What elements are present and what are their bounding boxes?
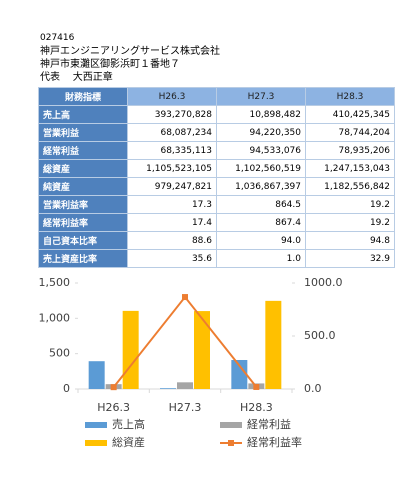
table-cell: 19.2 [305, 195, 395, 214]
legend-label: 経常利益率 [247, 435, 302, 449]
y2-tick-label: 1000.0 [304, 276, 343, 289]
bar [88, 361, 105, 389]
table-cell: 17.4 [127, 213, 217, 232]
column-header: 財務指標 [38, 87, 128, 106]
table-cell: 88.6 [127, 231, 217, 250]
legend-swatch [228, 440, 234, 446]
table-cell: 864.5 [216, 195, 306, 214]
row-label: 営業利益 [38, 123, 128, 142]
code: 027416 [40, 33, 75, 43]
table-cell: 1.0 [216, 249, 306, 268]
table-row: 純資産 979,247,821 1,036,867,397 1,182,556,842 [38, 177, 395, 196]
table-row: 経常利益 68,335,113 94,533,076 78,935,206 [38, 141, 395, 160]
bar [265, 300, 282, 389]
row-label: 自己資本比率 [38, 231, 128, 250]
legend-swatch [85, 422, 107, 428]
table-cell: 1,182,556,842 [305, 177, 395, 196]
table-row: 売上高 393,270,828 10,898,482 410,425,345 [38, 105, 395, 124]
y2-tick-label: 500.0 [304, 329, 336, 342]
table-cell: 979,247,821 [127, 177, 217, 196]
legend-label: 経常利益 [247, 417, 291, 431]
table-cell: 94,533,076 [216, 141, 306, 160]
column-header: H27.3 [216, 87, 306, 106]
header: 027416 神戸エンジニアリングサービス株式会社 神戸市東灘区御影浜町１番地７… [40, 32, 220, 84]
table-row: 財務指標 H26.3 H27.3 H28.3 [38, 87, 395, 106]
table-cell: 94,220,350 [216, 123, 306, 142]
x-tick-label: H26.3 [97, 401, 130, 414]
finance-table: 財務指標 H26.3 H27.3 H28.3 売上高 393,270,828 10,898,… [38, 87, 395, 268]
table-cell: 1,247,153,043 [305, 159, 395, 178]
bar [177, 382, 193, 389]
rep-name: 大西正章 [72, 72, 113, 83]
table-cell: 78,935,206 [305, 141, 395, 160]
row-label: 売上高 [38, 105, 128, 124]
table-row: 総資産 1,105,523,105 1,102,560,519 1,247,153,0… [38, 159, 395, 178]
row-label: 経常利益 [38, 141, 128, 160]
bar [160, 388, 176, 389]
table-cell: 1,102,560,519 [216, 159, 306, 178]
company: 神戸エンジニアリングサービス株式会社 [40, 46, 220, 57]
table-cell: 19.2 [305, 213, 395, 232]
legend-label: 総資産 [112, 435, 145, 449]
bar [231, 359, 248, 389]
row-label: 総資産 [38, 159, 128, 178]
rep-label: 代表 [40, 72, 60, 83]
table-cell: 94.8 [305, 231, 395, 250]
row-label: 営業利益率 [38, 195, 128, 214]
table-row: 経常利益率 17.4 867.4 19.2 [38, 213, 395, 232]
y2-tick-label: 0.0 [304, 382, 322, 395]
address: 神戸市東灘区御影浜町１番地７ [40, 59, 180, 70]
table-row: 自己資本比率 88.6 94.0 94.8 [38, 231, 395, 250]
table-cell: 410,425,345 [305, 105, 395, 124]
table-cell: 32.9 [305, 249, 395, 268]
y-tick-label: 500 [49, 347, 70, 360]
y-tick-label: 0 [63, 382, 70, 395]
x-tick-label: H27.3 [169, 401, 202, 414]
table-cell: 10,898,482 [216, 105, 306, 124]
table-cell: 17.3 [127, 195, 217, 214]
legend-swatch [220, 422, 242, 428]
table-cell: 393,270,828 [127, 105, 217, 124]
bar [194, 311, 210, 389]
marker [110, 384, 117, 391]
column-header: H28.3 [305, 87, 395, 106]
row-label: 純資産 [38, 177, 128, 196]
column-header: H26.3 [127, 87, 217, 106]
representative: 代表 大西正章 [40, 71, 220, 84]
table-cell: 1,105,523,105 [127, 159, 217, 178]
table-cell: 867.4 [216, 213, 306, 232]
y-tick-label: 1,500 [39, 276, 71, 289]
table-cell: 78,744,204 [305, 123, 395, 142]
table-cell: 35.6 [127, 249, 217, 268]
row-label: 経常利益率 [38, 213, 128, 232]
table-cell: 68,335,113 [127, 141, 217, 160]
table-row: 売上資産比率 35.6 1.0 32.9 [38, 249, 395, 268]
legend-swatch [85, 440, 107, 446]
x-tick-label: H28.3 [240, 401, 273, 414]
table-cell: 94.0 [216, 231, 306, 250]
bar [122, 310, 139, 389]
marker [253, 383, 260, 390]
legend-label: 売上高 [112, 417, 145, 431]
marker [182, 294, 188, 301]
table-cell: 68,087,234 [127, 123, 217, 142]
row-label: 売上資産比率 [38, 249, 128, 268]
table-row: 営業利益率 17.3 864.5 19.2 [38, 195, 395, 214]
table-row: 営業利益 68,087,234 94,220,350 78,744,204 [38, 123, 395, 142]
table-cell: 1,036,867,397 [216, 177, 306, 196]
chart: 0 500 1,000 1,500 0.0 500.0 1000.0 H26.3 H27.3 H2… [39, 276, 343, 449]
y-tick-label: 1,000 [39, 311, 71, 324]
